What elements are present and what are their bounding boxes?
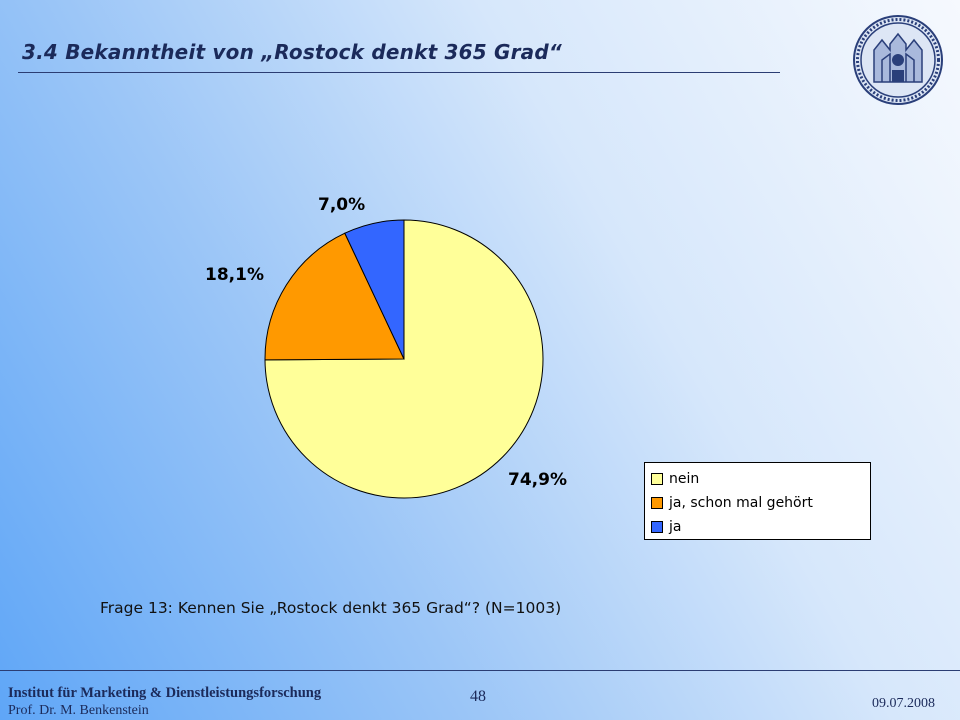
footer-professor: Prof. Dr. M. Benkenstein	[8, 703, 149, 718]
legend-item: ja, schon mal gehört	[651, 492, 870, 514]
legend-item: ja	[651, 516, 870, 538]
legend-swatch	[651, 497, 663, 509]
chart-legend: nein ja, schon mal gehört ja	[644, 462, 871, 540]
pie-slices	[264, 219, 544, 499]
footer-institute: Institut für Marketing & Dienstleistungs…	[8, 685, 322, 701]
data-label-ja-schon-mal-gehoert: 18,1%	[205, 265, 264, 285]
data-label-ja: 7,0%	[318, 195, 365, 215]
legend-item: nein	[651, 468, 870, 490]
legend-label: ja	[669, 519, 682, 535]
question-caption: Frage 13: Kennen Sie „Rostock denkt 365 …	[100, 599, 562, 617]
pie-slice-ja	[344, 219, 405, 360]
footer-date: 09.07.2008	[872, 696, 935, 711]
data-label-nein: 74,9%	[508, 470, 567, 490]
legend-label: ja, schon mal gehört	[669, 495, 813, 511]
legend-swatch	[651, 521, 663, 533]
university-seal-icon	[853, 15, 943, 105]
title-divider	[18, 72, 780, 73]
slide-title: 3.4 Bekanntheit von „Rostock denkt 365 G…	[22, 40, 562, 64]
legend-swatch	[651, 473, 663, 485]
pie-slice-ja-schon-mal-geh-rt	[264, 232, 405, 361]
legend-label: nein	[669, 471, 700, 487]
pie-slice-nein	[264, 219, 544, 499]
page-number: 48	[470, 688, 486, 705]
footer-divider	[0, 670, 960, 671]
